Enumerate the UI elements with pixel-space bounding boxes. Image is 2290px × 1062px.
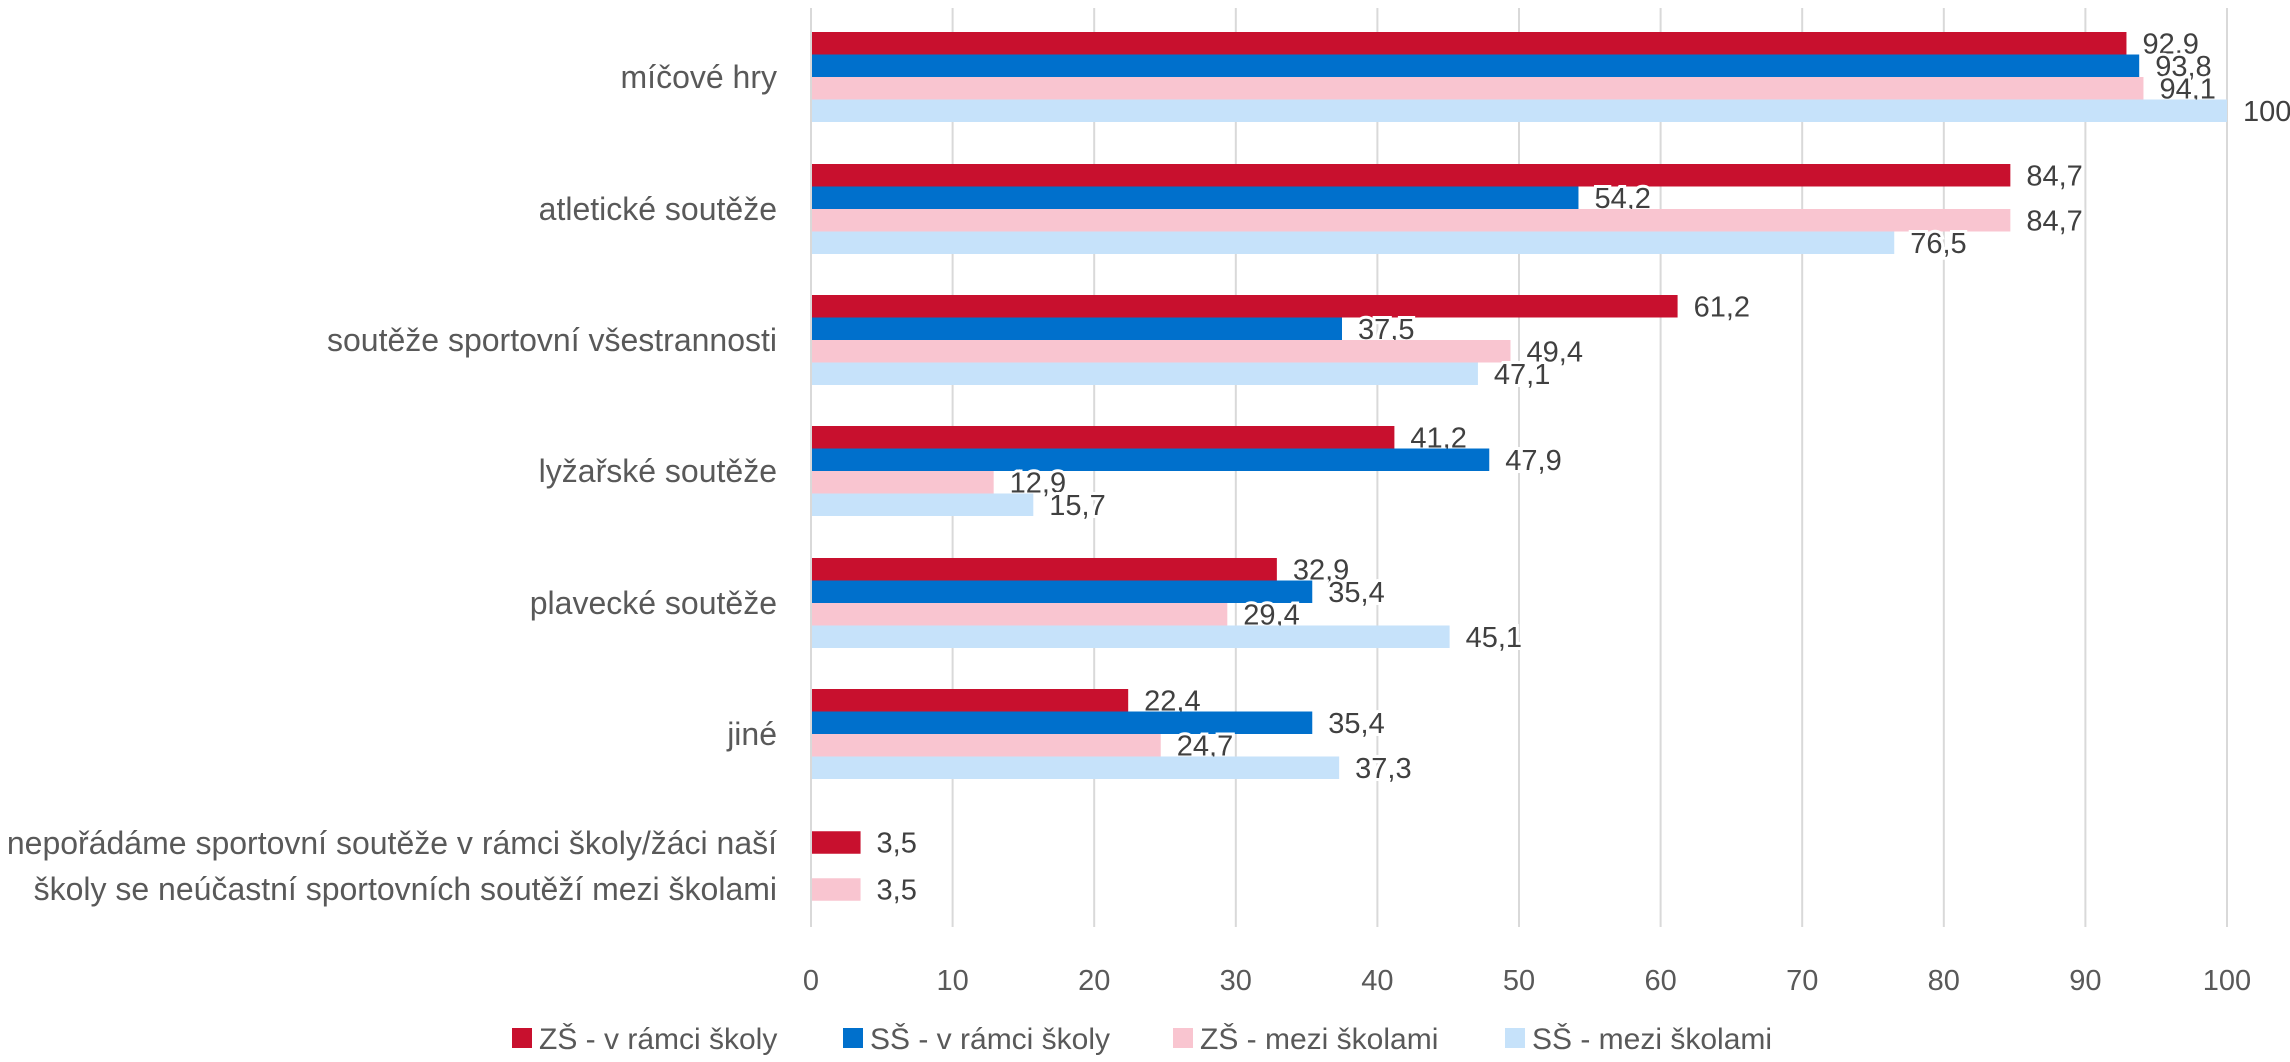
category-label: jiné [726,716,777,752]
x-tick-label: 0 [803,965,819,997]
data-label: 76,5 [1910,228,1966,260]
bar [811,471,994,494]
bar [811,689,1129,712]
bar [811,186,1579,209]
bar [811,603,1228,626]
data-label: 15,7 [1049,490,1105,522]
bar [811,558,1277,581]
data-label: 3,5 [877,875,917,907]
legend-label: ZŠ - mezi školami [1200,1022,1438,1056]
data-label: 93,8 [2155,51,2211,83]
data-label: 49,4 [1527,336,1583,368]
category-label: soutěže sportovní všestrannosti [327,322,777,358]
bar [811,734,1161,757]
x-tick-label: 40 [1361,965,1393,997]
data-label: 45,1 [1466,622,1522,654]
bar [811,77,2144,100]
bar [811,340,1511,363]
category-label: školy se neúčastní sportovních soutěží m… [34,871,777,907]
bar [811,295,1678,318]
data-label: 84,7 [2026,160,2082,192]
bar [811,426,1395,449]
data-label: 47,9 [1505,445,1561,477]
bar [811,362,1478,385]
bar [811,317,1342,340]
bar [811,209,2011,232]
legend-label: ZŠ - v rámci školy [539,1022,777,1056]
data-label: 84,7 [2026,205,2082,237]
bar [811,32,2127,55]
legend-swatch [843,1028,863,1048]
x-tick-label: 70 [1786,965,1818,997]
legend-swatch [1505,1028,1525,1048]
data-label: 47,1 [1494,359,1550,391]
category-label: míčové hry [621,59,777,95]
bar [811,625,1450,648]
bar [811,448,1490,471]
data-label: 92,9 [2142,28,2198,60]
category-label: atletické soutěže [539,191,777,227]
legend-label: SŠ - v rámci školy [870,1022,1110,1056]
bar [811,580,1313,603]
data-label: 61,2 [1694,291,1750,323]
data-label: 3,5 [877,828,917,860]
bar [811,164,2011,187]
category-label: lyžařské soutěže [539,453,777,489]
x-tick-label: 90 [2069,965,2101,997]
data-label: 100 [2243,96,2290,128]
bar [811,711,1313,734]
category-label: nepořádáme sportovní soutěže v rámci ško… [7,825,777,861]
bar [811,231,1895,254]
x-tick-label: 30 [1220,965,1252,997]
x-tick-label: 50 [1503,965,1535,997]
x-tick-label: 80 [1928,965,1960,997]
bar [811,878,861,901]
legend-swatch [1173,1028,1193,1048]
legend-label: SŠ - mezi školami [1532,1022,1772,1056]
bar [811,831,861,854]
x-tick-label: 60 [1644,965,1676,997]
data-label: 35,4 [1328,577,1384,609]
data-label: 37,3 [1355,753,1411,785]
bar [811,54,2140,77]
bar [811,99,2227,122]
data-label: 35,4 [1328,708,1384,740]
x-tick-label: 10 [936,965,968,997]
legend-swatch [512,1028,532,1048]
x-tick-label: 20 [1078,965,1110,997]
x-tick-label: 100 [2203,965,2251,997]
bar [811,493,1034,516]
bar [811,756,1340,779]
category-label: plavecké soutěže [530,585,777,621]
